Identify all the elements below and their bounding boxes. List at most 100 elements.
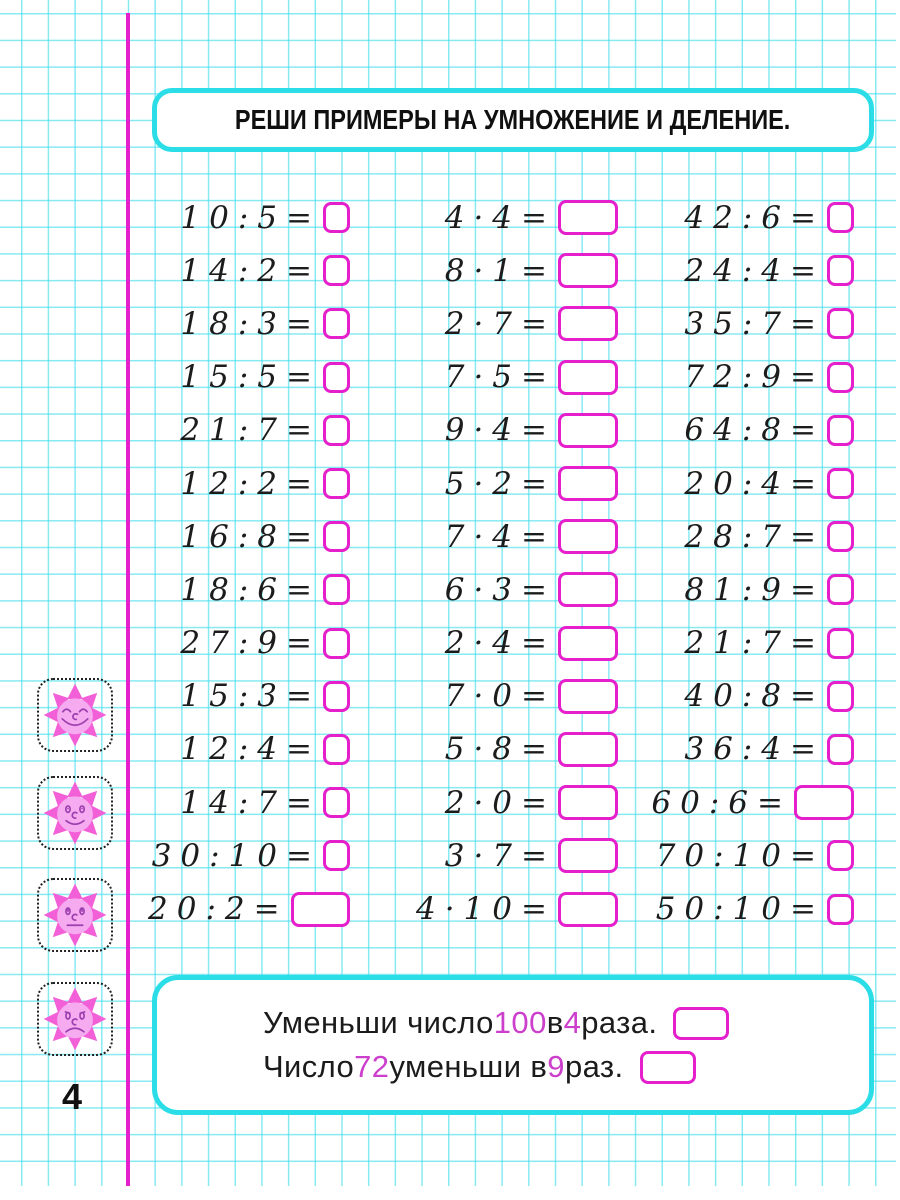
word-task-line: Уменьши число 100 в 4 раза. <box>263 1005 869 1041</box>
problem-row: 7·0= <box>398 670 618 723</box>
problem-row: 2·0= <box>398 776 618 829</box>
answer-box[interactable] <box>323 361 350 393</box>
title-box: РЕШИ ПРИМЕРЫ НА УМНОЖЕНИЕ И ДЕЛЕНИЕ. <box>152 88 874 152</box>
answer-box[interactable] <box>827 468 854 500</box>
answer-box[interactable] <box>558 838 618 874</box>
problem-expression: 60:6= <box>651 784 792 821</box>
problem-row: 70:10= <box>638 829 854 882</box>
answer-box[interactable] <box>558 253 618 289</box>
answer-box[interactable] <box>827 840 854 872</box>
sun-neutral-icon: .st{fill:none;stroke:#9c3fae;stroke-widt… <box>43 883 107 947</box>
answer-box[interactable] <box>827 574 854 606</box>
answer-box[interactable] <box>323 414 350 446</box>
answer-box[interactable] <box>639 1050 696 1084</box>
answer-box[interactable] <box>827 308 854 340</box>
problem-row: 15:3= <box>148 670 350 723</box>
problem-row: 28:7= <box>638 510 854 563</box>
problem-expression: 5·2= <box>444 465 556 502</box>
problem-expression: 50:10= <box>655 891 825 928</box>
notebook-margin-line <box>126 13 130 1186</box>
answer-box[interactable] <box>558 200 618 236</box>
word-task-line: Число 72 уменьши в 9 раз. <box>263 1049 869 1085</box>
problem-expression: 40:8= <box>684 678 825 715</box>
answer-box[interactable] <box>290 891 350 927</box>
problem-row: 12:2= <box>148 457 350 510</box>
answer-box[interactable] <box>323 308 350 340</box>
problem-row: 12:4= <box>148 723 350 776</box>
problem-row: 24:4= <box>638 244 854 297</box>
problem-row: 6·3= <box>398 563 618 616</box>
answer-box[interactable] <box>323 733 350 765</box>
answer-box[interactable] <box>558 731 618 767</box>
task-number: 72 <box>354 1049 390 1084</box>
problem-row: 7·4= <box>398 510 618 563</box>
problem-row: 42:6= <box>638 191 854 244</box>
answer-box[interactable] <box>323 255 350 287</box>
problem-expression: 2·4= <box>444 625 556 662</box>
answer-box[interactable] <box>827 255 854 287</box>
problem-row: 15:5= <box>148 351 350 404</box>
mascot-sun-happy: .st{fill:none;stroke:#9c3fae;stroke-widt… <box>37 776 113 850</box>
answer-box[interactable] <box>323 680 350 712</box>
problem-row: 8·1= <box>398 244 618 297</box>
problem-row: 21:7= <box>638 617 854 670</box>
task-text: уменьши в <box>389 1049 548 1084</box>
problem-row: 64:8= <box>638 404 854 457</box>
answer-box[interactable] <box>794 785 854 821</box>
answer-box[interactable] <box>558 678 618 714</box>
answer-box[interactable] <box>827 202 854 234</box>
problem-expression: 9·4= <box>444 412 556 449</box>
problem-row: 4·10= <box>398 882 618 935</box>
answer-box[interactable] <box>558 412 618 448</box>
problem-expression: 64:8= <box>684 412 825 449</box>
answer-box[interactable] <box>827 680 854 712</box>
mascot-sun-very-happy: .st{fill:none;stroke:#9c3fae;stroke-widt… <box>37 678 113 752</box>
answer-box[interactable] <box>323 627 350 659</box>
answer-box[interactable] <box>323 574 350 606</box>
problem-row: 21:7= <box>148 404 350 457</box>
answer-box[interactable] <box>558 785 618 821</box>
answer-box[interactable] <box>323 468 350 500</box>
problem-row: 30:10= <box>148 829 350 882</box>
problem-expression: 70:10= <box>655 837 825 874</box>
answer-box[interactable] <box>558 466 618 502</box>
answer-box[interactable] <box>827 521 854 553</box>
problem-expression: 14:2= <box>180 252 321 289</box>
answer-box[interactable] <box>558 625 618 661</box>
answer-box[interactable] <box>827 893 854 925</box>
answer-box[interactable] <box>827 361 854 393</box>
task-text: в <box>546 1005 564 1040</box>
problem-row: 5·8= <box>398 723 618 776</box>
task-text: раз. <box>564 1049 624 1084</box>
answer-box[interactable] <box>323 521 350 553</box>
mascot-sun-sad: .st{fill:none;stroke:#9c3fae;stroke-widt… <box>37 982 113 1056</box>
problem-expression: 12:4= <box>180 731 321 768</box>
answer-box[interactable] <box>558 306 618 342</box>
problem-expression: 5·8= <box>444 731 556 768</box>
answer-box[interactable] <box>827 414 854 446</box>
answer-box[interactable] <box>558 891 618 927</box>
answer-box[interactable] <box>558 572 618 608</box>
task-text: Число <box>263 1049 355 1084</box>
problem-row: 9·4= <box>398 404 618 457</box>
answer-box[interactable] <box>558 359 618 395</box>
problems-column-division-left: 10:5= 14:2= 18:3= 15:5= 21:7= 12:2= 16:8= 18:6=… <box>148 191 350 936</box>
problem-expression: 24:4= <box>684 252 825 289</box>
answer-box[interactable] <box>323 787 350 819</box>
answer-box[interactable] <box>323 840 350 872</box>
problem-expression: 28:7= <box>684 518 825 555</box>
problem-expression: 6·3= <box>444 571 556 608</box>
answer-box[interactable] <box>673 1006 730 1040</box>
task-number: 9 <box>547 1049 565 1084</box>
answer-box[interactable] <box>558 519 618 555</box>
page-title: РЕШИ ПРИМЕРЫ НА УМНОЖЕНИЕ И ДЕЛЕНИЕ. <box>235 104 791 135</box>
problem-row: 27:9= <box>148 617 350 670</box>
problem-expression: 18:6= <box>180 571 321 608</box>
problem-expression: 18:3= <box>180 305 321 342</box>
problem-expression: 15:3= <box>180 678 321 715</box>
answer-box[interactable] <box>323 202 350 234</box>
answer-box[interactable] <box>827 627 854 659</box>
answer-box[interactable] <box>827 733 854 765</box>
problem-expression: 7·5= <box>444 359 556 396</box>
problem-expression: 35:7= <box>684 305 825 342</box>
